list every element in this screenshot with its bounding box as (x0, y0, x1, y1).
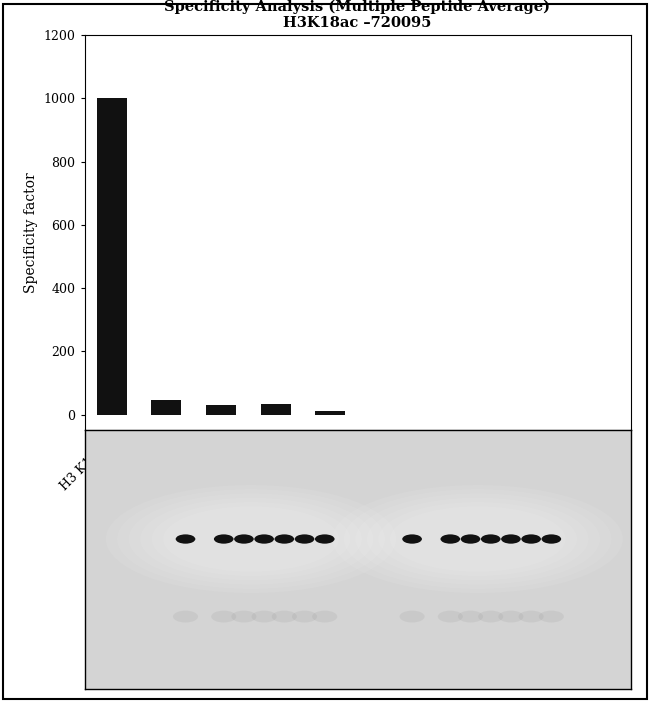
Circle shape (214, 534, 233, 543)
Ellipse shape (378, 502, 577, 576)
Circle shape (541, 534, 561, 543)
Circle shape (521, 534, 541, 543)
Circle shape (315, 534, 335, 543)
Circle shape (231, 611, 257, 623)
Circle shape (499, 611, 523, 623)
Ellipse shape (151, 502, 350, 576)
Y-axis label: Specificity factor: Specificity factor (24, 172, 38, 293)
Bar (151, 401, 181, 415)
Circle shape (402, 534, 422, 543)
Circle shape (312, 611, 337, 623)
Circle shape (501, 534, 521, 543)
Ellipse shape (344, 489, 612, 589)
Ellipse shape (332, 485, 623, 593)
Circle shape (292, 611, 317, 623)
Ellipse shape (106, 485, 396, 593)
Bar (97, 98, 127, 415)
Ellipse shape (390, 506, 566, 572)
Circle shape (252, 611, 277, 623)
Circle shape (461, 534, 480, 543)
Circle shape (458, 611, 483, 623)
Circle shape (294, 534, 315, 543)
Circle shape (234, 534, 254, 543)
Ellipse shape (117, 489, 385, 589)
Circle shape (176, 534, 196, 543)
Bar (206, 405, 236, 415)
Circle shape (400, 611, 424, 623)
Ellipse shape (140, 498, 362, 580)
X-axis label: Modification: Modification (313, 513, 402, 527)
Circle shape (478, 611, 503, 623)
Ellipse shape (163, 506, 339, 572)
Circle shape (173, 611, 198, 623)
Ellipse shape (367, 498, 588, 580)
Title: Specificity Analysis (Multiple Peptide Average)
H3K18ac –720095: Specificity Analysis (Multiple Peptide A… (164, 0, 551, 30)
Ellipse shape (129, 494, 373, 584)
Bar (261, 404, 291, 415)
Circle shape (539, 611, 564, 623)
Bar (315, 411, 345, 415)
Circle shape (519, 611, 543, 623)
Circle shape (254, 534, 274, 543)
Circle shape (211, 611, 237, 623)
Circle shape (274, 534, 294, 543)
Circle shape (441, 534, 460, 543)
Circle shape (437, 611, 463, 623)
Circle shape (272, 611, 297, 623)
Ellipse shape (356, 494, 600, 584)
Circle shape (481, 534, 500, 543)
